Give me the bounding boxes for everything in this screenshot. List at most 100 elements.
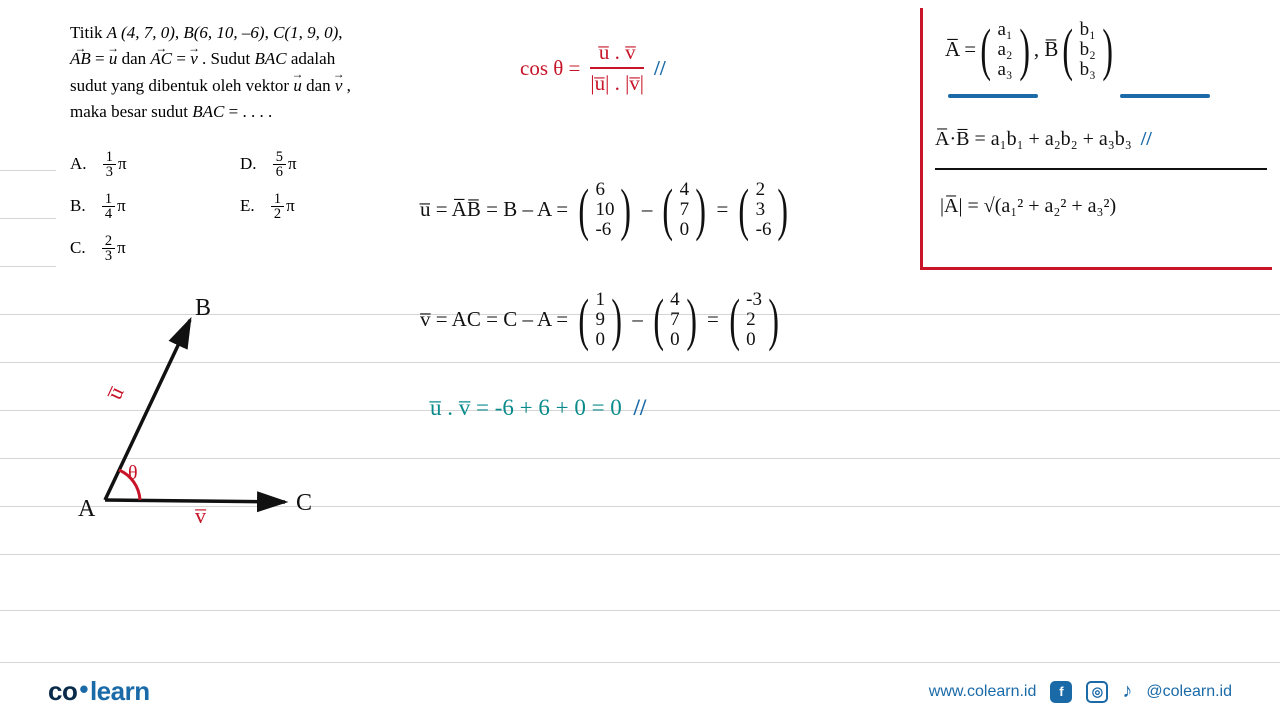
opt-b-den: 4 xyxy=(102,207,115,221)
opt-e-pi: π xyxy=(286,196,295,215)
diagram-label-u: u̅ xyxy=(101,383,129,404)
tiktok-icon: ♪ xyxy=(1122,680,1132,703)
opt-a-letter: A. xyxy=(70,154,87,173)
mag-formula-text: |A̅| = √(a₁² + a₂² + a₃²) xyxy=(940,195,1116,218)
va2: 0 xyxy=(670,330,680,350)
va1: 7 xyxy=(670,310,680,330)
vec-ab: AB xyxy=(70,46,91,72)
vc0: 1 xyxy=(595,290,605,310)
sudut: . Sudut xyxy=(202,49,254,68)
opt-e-letter: E. xyxy=(240,196,255,215)
opt-c-letter: C. xyxy=(70,238,86,257)
ub2: -6 xyxy=(595,220,614,240)
footer-right: www.colearn.id f ◎ ♪ @colearn.id xyxy=(929,680,1232,703)
vec-v2: v xyxy=(335,73,343,99)
opt-d-pi: π xyxy=(288,154,297,173)
and1: dan xyxy=(122,49,151,68)
ur2: -6 xyxy=(756,220,772,240)
diagram-label-a: A xyxy=(78,496,95,523)
diagram-label-v: v̅ xyxy=(195,503,206,529)
opt-b-letter: B. xyxy=(70,196,86,215)
underline-b xyxy=(1120,94,1210,98)
opt-e-num: 1 xyxy=(271,192,284,207)
a-def-lhs: A̅ = xyxy=(945,37,976,62)
footer-url: www.colearn.id xyxy=(929,683,1037,701)
diagram-label-b: B xyxy=(195,295,211,322)
ua0: 4 xyxy=(680,180,690,200)
instagram-icon: ◎ xyxy=(1086,681,1108,703)
vec-ac: AC xyxy=(150,46,172,72)
box-divider xyxy=(935,168,1267,170)
footer-handle: @colearn.id xyxy=(1146,683,1232,701)
facebook-icon: f xyxy=(1050,681,1072,703)
cos-tick: // xyxy=(654,56,666,81)
dot-line: u̅ . v̅ = -6 + 6 + 0 = 0 xyxy=(430,395,622,420)
u-eq: = xyxy=(716,197,728,222)
opt-c-den: 3 xyxy=(102,249,115,263)
opt-b-num: 1 xyxy=(102,192,115,207)
dot-formula-text: A̅·B̅ = a₁b₁ + a₂b₂ + a₃b₃ xyxy=(935,128,1132,150)
ub1: 10 xyxy=(595,200,614,220)
point-c: C(1, 9, 0) xyxy=(273,23,338,42)
vec-u2: u xyxy=(293,73,302,99)
vc1: 9 xyxy=(595,310,605,330)
vr2: 0 xyxy=(746,330,762,350)
opt-c-pi: π xyxy=(117,238,126,257)
a3: a₃ xyxy=(997,60,1012,80)
option-b: B. 14π xyxy=(70,192,240,222)
u-computation: u̅ = A̅B̅ = B – A = ( 6 10 -6 ) – ( 4 7 … xyxy=(420,180,793,240)
logo-co: co xyxy=(48,676,77,706)
option-d: D. 56π xyxy=(240,150,410,180)
eqdots: = . . . . xyxy=(229,102,273,121)
dot-res-tick: // xyxy=(634,395,647,420)
opt-a-num: 1 xyxy=(103,150,116,165)
vec-v: v xyxy=(190,46,198,72)
opt-a-den: 3 xyxy=(103,165,116,179)
vr0: -3 xyxy=(746,290,762,310)
comma: , xyxy=(347,76,351,95)
b-def-lhs: , B̅ xyxy=(1034,37,1059,62)
opt-e-den: 2 xyxy=(271,207,284,221)
ua1: 7 xyxy=(680,200,690,220)
opt-d-num: 5 xyxy=(273,150,286,165)
vc2: 0 xyxy=(595,330,605,350)
dot-product-formula: A̅·B̅ = a₁b₁ + a₂b₂ + a₃b₃ // xyxy=(935,128,1152,151)
opt-c-num: 2 xyxy=(102,234,115,249)
cos-den: |u̅| . |v̅| xyxy=(590,69,644,96)
b2: b₂ xyxy=(1080,40,1096,60)
a-vector-def: A̅ = ( a₁ a₂ a₃ ) , B̅ ( b₁ b₂ b₃ ) xyxy=(945,20,1117,80)
diagram-label-c: C xyxy=(296,490,312,517)
bac1: BAC xyxy=(254,49,286,68)
option-e: E. 12π xyxy=(240,192,410,222)
ub0: 6 xyxy=(595,180,614,200)
colearn-logo: co•learn xyxy=(48,676,150,707)
option-a: A. 13π xyxy=(70,150,240,180)
dot-product-result: u̅ . v̅ = -6 + 6 + 0 = 0 // xyxy=(430,395,646,421)
v-eq: = xyxy=(707,307,719,332)
dot-tick: // xyxy=(1141,128,1152,150)
ur0: 2 xyxy=(756,180,772,200)
ur1: 3 xyxy=(756,200,772,220)
footer: co•learn www.colearn.id f ◎ ♪ @colearn.i… xyxy=(0,662,1280,720)
va0: 4 xyxy=(670,290,680,310)
line4: maka besar sudut xyxy=(70,102,192,121)
b3: b₃ xyxy=(1080,60,1096,80)
and2: dan xyxy=(306,76,335,95)
opt-a-pi: π xyxy=(118,154,127,173)
a2: a₂ xyxy=(997,40,1012,60)
v-computation: v̅ = AC = C – A = ( 1 9 0 ) – ( 4 7 0 ) … xyxy=(420,290,783,350)
b1: b₁ xyxy=(1080,20,1096,40)
question-text: Titik A (4, 7, 0), B(6, 10, –6), C(1, 9,… xyxy=(70,20,400,125)
vr1: 2 xyxy=(746,310,762,330)
cos-num: u̅ . v̅ xyxy=(590,40,644,69)
v-lhs: v̅ = AC = C – A = xyxy=(420,307,568,332)
u-lhs: u̅ = A̅B̅ = B – A = xyxy=(420,197,568,222)
answer-options: A. 13π D. 56π B. 14π E. 12π C. 23π xyxy=(70,150,420,276)
opt-b-pi: π xyxy=(117,196,126,215)
ua2: 0 xyxy=(680,220,690,240)
opt-d-letter: D. xyxy=(240,154,257,173)
logo-learn: learn xyxy=(90,676,150,706)
bac2: BAC xyxy=(192,102,224,121)
line3: sudut yang dibentuk oleh vektor xyxy=(70,76,293,95)
v-minus: – xyxy=(632,307,643,332)
